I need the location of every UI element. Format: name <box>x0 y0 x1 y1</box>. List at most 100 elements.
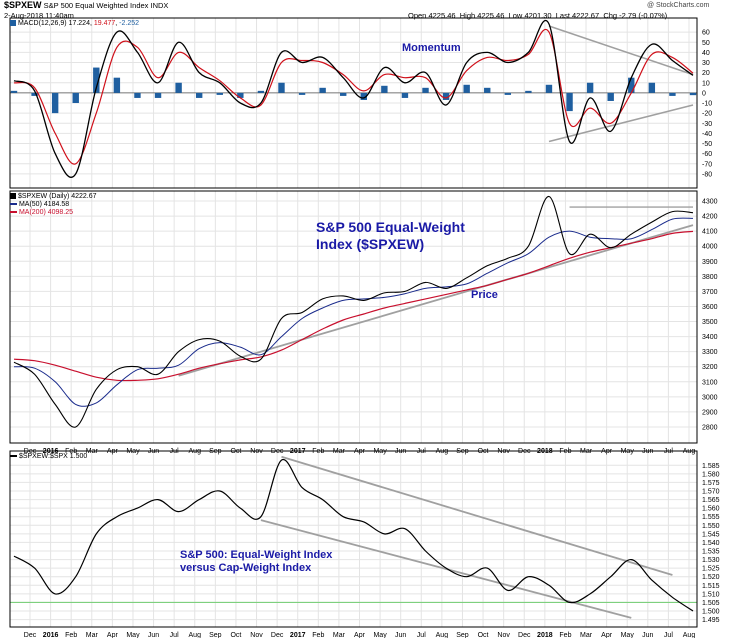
low-label: Low <box>508 11 523 20</box>
y-tick-label: 1.505 <box>702 600 720 607</box>
watermark: @ StockCharts.com <box>647 2 710 9</box>
annotation-ratio-1: S&P 500: Equal-Weight Index <box>180 549 333 561</box>
x-tick-label: Mar <box>580 632 593 638</box>
macd-histogram-bar <box>442 92 450 100</box>
macd-histogram-bar <box>319 87 326 93</box>
y-tick-label: 4000 <box>702 244 718 251</box>
macd-histogram-bar <box>628 77 635 93</box>
macd-histogram-bar <box>340 92 347 96</box>
trendlines <box>178 25 694 619</box>
x-tick-label: Oct <box>230 632 241 638</box>
macd-histogram-bar <box>648 82 656 93</box>
chg-label: Chg <box>603 11 618 20</box>
y-tick-label: 4300 <box>702 199 718 206</box>
annotation-price: Price <box>471 289 498 301</box>
macd-histogram-bar <box>669 92 676 96</box>
y-tick-label: 1.535 <box>702 549 720 556</box>
macd-legend: MACD(12,26,9) 17.224, 19.477, -2.252 <box>10 20 139 28</box>
macd-histogram-bar <box>586 82 594 93</box>
ratio-lower-channel <box>260 519 632 619</box>
y-tick-label: -30 <box>702 121 712 128</box>
annotation-momentum: Momentum <box>402 42 461 54</box>
x-tick-label: 2016 <box>43 632 59 638</box>
macd-histogram-bar <box>72 92 79 103</box>
x-tick-label: Nov <box>497 632 510 638</box>
annotation-price-title-2: Index ($SPXEW) <box>316 236 425 252</box>
y-tick-label: -10 <box>702 101 712 108</box>
price-line <box>13 195 694 428</box>
y-tick-label: 3800 <box>702 274 718 281</box>
open-label: Open <box>408 11 427 20</box>
y-tick-label: 20 <box>702 70 710 77</box>
ratio-legend-text: $SPXEW:$SPX 1.500 <box>18 453 88 460</box>
x-tick-label: Mar <box>86 632 99 638</box>
macd-histogram-bar <box>113 77 121 93</box>
price-legend-title: $SPXEW (Daily) 4222.67 <box>17 193 97 200</box>
y-tick-label: 10 <box>702 80 710 87</box>
x-tick-label: Jun <box>642 632 653 638</box>
y-tick-label: 2900 <box>702 409 718 416</box>
macd-histogram-bar <box>360 92 367 100</box>
panel-frames <box>9 17 698 628</box>
x-tick-label: Jun <box>148 632 159 638</box>
x-tick-label: Dec <box>271 632 284 638</box>
ma50-legend-text: MA(50) 4184.58 <box>18 201 70 208</box>
macd-histogram-bar <box>463 84 470 93</box>
chg-value: -2.79 (-0.07%) <box>619 11 668 20</box>
x-tick-label: 2017 <box>290 632 306 638</box>
ma50-line <box>13 217 694 407</box>
chart-header-left: $SPXEW S&P 500 Equal Weighted Index INDX <box>4 0 169 11</box>
x-tick-label: Feb <box>559 632 571 638</box>
high-label: High <box>459 11 476 20</box>
y-tick-label: -50 <box>702 141 712 148</box>
ma200-swatch <box>10 211 17 213</box>
y-tick-label: 1.575 <box>702 480 720 487</box>
macd-histogram-bar <box>154 92 162 98</box>
high-value: 4225.46 <box>477 11 505 20</box>
y-tick-label: 0 <box>702 90 706 97</box>
y-tick-label: 3600 <box>702 304 718 311</box>
y-tick-label: 40 <box>702 50 710 57</box>
annotation-ratio-2: versus Cap-Weight Index <box>180 562 312 574</box>
macd-legend-signal: 19.477 <box>93 20 116 27</box>
y-tick-label: 1.580 <box>702 471 720 478</box>
macd-histogram-bar <box>298 92 306 95</box>
x-tick-label: May <box>621 632 635 638</box>
y-tick-label: 3300 <box>702 349 718 356</box>
macd-histogram-bar <box>484 87 491 93</box>
y-tick-label: -60 <box>702 151 712 158</box>
x-tick-label: Dec <box>518 632 531 638</box>
y-tick-label: 1.530 <box>702 557 720 564</box>
y-tick-label: 1.540 <box>702 540 720 547</box>
x-tick-label: Sep <box>456 632 469 638</box>
y-tick-label: 3200 <box>702 364 718 371</box>
macd-histogram <box>10 67 697 114</box>
last-value: 4222.67 <box>572 11 600 20</box>
y-tick-label: 1.555 <box>702 514 720 521</box>
x-tick-label: Feb <box>312 632 324 638</box>
x-tick-label: Apr <box>107 632 119 638</box>
panel-frame <box>9 190 698 444</box>
macd-line <box>13 20 694 178</box>
x-tick-label: Feb <box>65 632 77 638</box>
exchange: INDX <box>150 1 169 10</box>
y-tick-label: 1.510 <box>702 591 720 598</box>
macd-legend-title: MACD(12,26,9) <box>17 20 67 27</box>
index-name: S&P 500 Equal Weighted Index <box>43 1 149 10</box>
x-tick-label: Mar <box>333 632 346 638</box>
macd-histogram-bar <box>401 92 409 98</box>
y-tick-label: 4200 <box>702 214 718 221</box>
macd-histogram-bar <box>134 92 141 98</box>
y-tick-label: -20 <box>702 111 712 118</box>
x-tick-label: May <box>126 632 140 638</box>
price-swatch <box>10 193 16 200</box>
ratio-upper-channel <box>281 455 673 576</box>
ticker-symbol: $SPXEW <box>4 0 42 10</box>
y-tick-label: 60 <box>702 30 710 37</box>
panel-frame <box>9 17 698 189</box>
price-legend-main: $SPXEW (Daily) 4222.67 <box>10 193 97 201</box>
macd-histogram-bar <box>422 87 429 93</box>
y-tick-label: 3900 <box>702 259 718 266</box>
gridlines <box>10 18 697 627</box>
